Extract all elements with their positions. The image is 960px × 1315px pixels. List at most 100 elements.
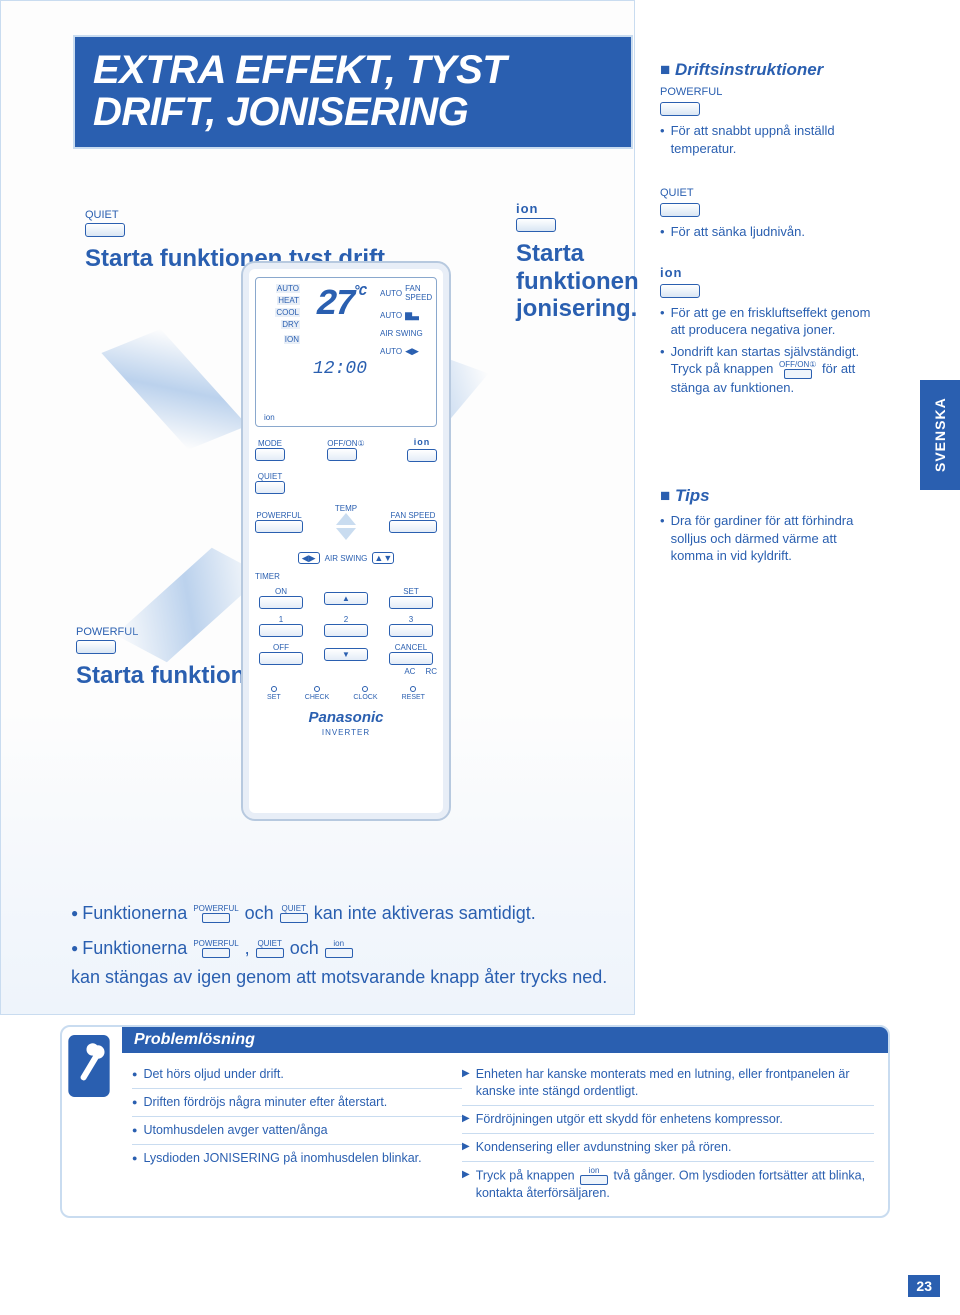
lcd-mode: ION xyxy=(284,335,300,344)
timer-1-label: 1 xyxy=(255,615,307,624)
trouble-problem: Det hörs oljud under drift. xyxy=(132,1061,462,1088)
timer-2-button[interactable] xyxy=(324,624,368,637)
lcd-mode: COOL xyxy=(275,308,300,317)
trouble-solution: Tryck på knappen ion två gånger. Om lysd… xyxy=(462,1161,874,1207)
offon-label: OFF/ON① xyxy=(327,439,364,448)
lcd-mode: DRY xyxy=(281,320,300,329)
swoosh-arrow xyxy=(101,329,247,450)
trouble-problem: Utomhusdelen avger vatten/ånga xyxy=(132,1116,462,1144)
troubleshooting-body: Det hörs oljud under drift. Driften förd… xyxy=(62,1053,888,1216)
ion-callout-text: Starta funktionen jonisering. xyxy=(516,240,636,323)
note-line-1: Funktionerna POWERFUL och QUIET kan inte… xyxy=(71,901,621,926)
remote-lcd: AUTO HEAT COOL DRY ION 27°C 12:00 AUTO F… xyxy=(255,277,437,427)
quiet-button[interactable] xyxy=(255,481,285,494)
timer-cancel-button[interactable] xyxy=(389,652,433,665)
reset-led xyxy=(410,686,416,692)
temp-down-button[interactable] xyxy=(336,528,356,540)
powerful-button-icon xyxy=(660,102,700,116)
offon-button[interactable] xyxy=(327,448,357,461)
reset-led-label: RESET xyxy=(402,694,425,701)
airswing-left-button[interactable]: ◀▶ xyxy=(298,552,320,564)
timer-set-label: SET xyxy=(385,587,437,596)
callout-ion: ion Starta funktionen jonisering. xyxy=(516,201,636,323)
powerful-label: POWERFUL xyxy=(255,511,303,520)
sb-tips-heading: Tips xyxy=(660,486,880,506)
fanspeed-button[interactable] xyxy=(389,520,437,533)
temp-label: TEMP xyxy=(335,504,357,513)
inverter-label: INVERTER xyxy=(255,728,437,737)
sb-drifts-heading: Driftsinstruktioner xyxy=(660,60,880,80)
set-led-label: SET xyxy=(267,694,281,701)
sb-drifts-section: Driftsinstruktioner POWERFUL För att sna… xyxy=(660,60,880,157)
brand-label: Panasonic xyxy=(255,709,437,726)
inline-ion-icon: ion xyxy=(325,940,353,958)
timer-1-button[interactable] xyxy=(259,624,303,637)
trouble-problem: Driften fördröjs några minuter efter åte… xyxy=(132,1088,462,1116)
timer-on-label: ON xyxy=(255,587,307,596)
trouble-solution: Kondensering eller avdunstning sker på r… xyxy=(462,1133,874,1161)
trouble-problems-col: Det hörs oljud under drift. Driften förd… xyxy=(132,1061,462,1206)
sb-tips-section: Tips Dra för gardiner för att förhindra … xyxy=(660,486,880,565)
ac-label: AC xyxy=(404,667,415,676)
airswing-right-button[interactable]: ▲▼ xyxy=(372,552,394,564)
sb-powerful-text: För att snabbt uppnå inställd temperatur… xyxy=(660,122,880,157)
timer-3-button[interactable] xyxy=(389,624,433,637)
ion-button[interactable] xyxy=(407,449,437,462)
airswing-row: ◀▶ AIR SWING ▲▼ xyxy=(255,552,437,564)
quiet-button-icon xyxy=(660,203,700,217)
ion-button-icon xyxy=(660,284,700,298)
sb-ion-text2: Jondrift kan startas självständigt. Tryc… xyxy=(660,343,880,397)
timer-3-label: 3 xyxy=(385,615,437,624)
sb-quiet-section: QUIET För att sänka ljudnivån. xyxy=(660,187,880,241)
remote-row-mode: MODE OFF/ON① ion xyxy=(255,437,437,462)
sb-quiet-text: För att sänka ljudnivån. xyxy=(660,223,880,241)
lcd-time: 12:00 xyxy=(300,359,380,379)
lcd-temperature: 27°C xyxy=(300,284,380,325)
check-led xyxy=(314,686,320,692)
inline-powerful-icon: POWERFUL xyxy=(193,905,238,923)
timer-set-button[interactable] xyxy=(389,596,433,609)
timer-off-button[interactable] xyxy=(259,652,303,665)
quiet-btn-label: QUIET xyxy=(85,209,392,221)
temp-arrows xyxy=(335,513,357,540)
sb-quiet-btn: QUIET xyxy=(660,187,880,217)
timer-2-label: 2 xyxy=(320,615,372,624)
lcd-center: 27°C 12:00 xyxy=(300,284,380,420)
timer-off-label: OFF xyxy=(255,643,307,652)
remote-row-quiet: QUIET xyxy=(255,472,437,494)
troubleshooting-box: Problemlösning Det hörs oljud under drif… xyxy=(60,1025,890,1218)
sb-tips-text: Dra för gardiner för att förhindra sollj… xyxy=(660,512,880,565)
timer-section: TIMER ON ▲ SET 1 2 3 OFF ▼ CANCEL AC RC xyxy=(255,572,437,676)
powerful-button-icon xyxy=(76,640,116,654)
sidebar: Driftsinstruktioner POWERFUL För att sna… xyxy=(660,60,880,589)
rc-label: RC xyxy=(425,667,437,676)
check-led-label: CHECK xyxy=(305,694,330,701)
trouble-problem: Lysdioden JONISERING på inomhusdelen bli… xyxy=(132,1144,462,1172)
trouble-solutions-col: Enheten har kanske monterats med en lutn… xyxy=(462,1061,874,1206)
trouble-solution: Fördröjningen utgör ett skydd för enhete… xyxy=(462,1105,874,1133)
timer-on-button[interactable] xyxy=(259,596,303,609)
timer-up-button[interactable]: ▲ xyxy=(324,592,368,605)
remote-row-powerful: POWERFUL TEMP FAN SPEED xyxy=(255,504,437,540)
temp-up-button[interactable] xyxy=(336,513,356,525)
sb-ion-btn: ion xyxy=(660,265,880,298)
main-panel: EXTRA EFFEKT, TYST DRIFT, JONISERING QUI… xyxy=(0,0,635,1015)
mode-button[interactable] xyxy=(255,448,285,461)
fanspeed-label: FAN SPEED xyxy=(389,511,437,520)
sb-powerful-btn: POWERFUL xyxy=(660,86,880,116)
sb-ion-text1: För att ge en friskluftseffekt genom att… xyxy=(660,304,880,339)
sb-ion-section: ion För att ge en friskluftseffekt genom… xyxy=(660,265,880,397)
lcd-mode: AUTO xyxy=(276,284,300,293)
quiet-label: QUIET xyxy=(255,472,285,481)
powerful-button[interactable] xyxy=(255,520,303,533)
timer-down-button[interactable]: ▼ xyxy=(324,648,368,661)
ion-button-icon xyxy=(516,218,556,232)
notes-section: Funktionerna POWERFUL och QUIET kan inte… xyxy=(71,901,621,1001)
trouble-solution: Enheten har kanske monterats med en lutn… xyxy=(462,1061,874,1105)
ion-btn-label: ion xyxy=(516,201,636,216)
troubleshooting-heading: Problemlösning xyxy=(122,1027,888,1053)
inline-powerful-icon: POWERFUL xyxy=(193,940,238,958)
page-title: EXTRA EFFEKT, TYST DRIFT, JONISERING xyxy=(93,49,613,133)
timer-cancel-label: CANCEL xyxy=(385,643,437,652)
clock-led-label: CLOCK xyxy=(353,694,377,701)
